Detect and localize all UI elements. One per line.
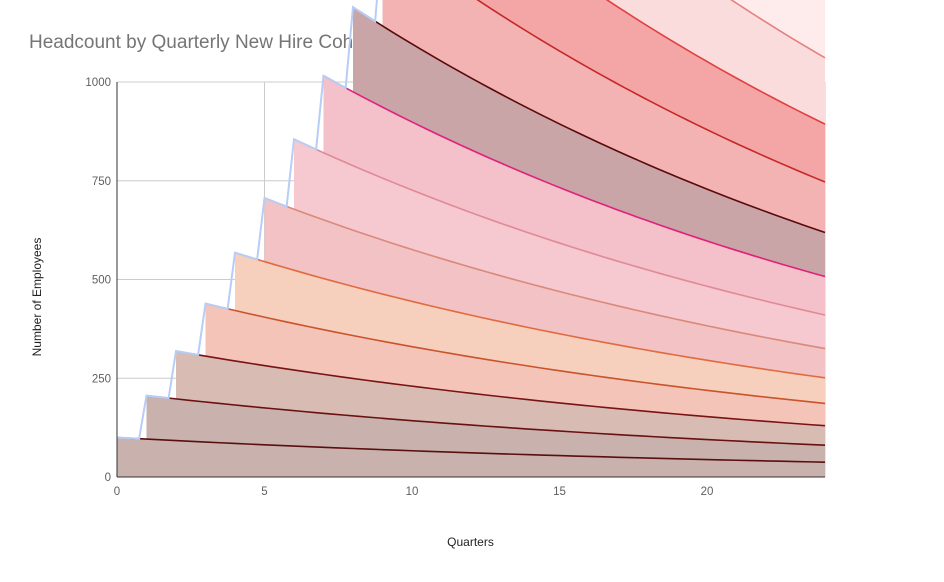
cohort-line: [175, 350, 826, 427]
cohort-line: [323, 75, 826, 278]
cohort-area: [323, 75, 825, 315]
y-tick-label: 1000: [85, 77, 111, 89]
x-axis-label: Quarters: [447, 535, 494, 549]
cohort-area: [382, 0, 825, 233]
chart-title: Headcount by Quarterly New Hire Cohort: [29, 32, 376, 53]
y-axis-label: Number of Employees: [30, 238, 44, 357]
cohort-line: [205, 302, 826, 405]
tick-labels: 0 5 10 15 20 0 250 500 750 1000: [85, 77, 713, 498]
x-tick-label: 5: [261, 486, 267, 498]
x-tick-label: 15: [553, 486, 566, 498]
cohort-line: [234, 251, 826, 379]
x-tick-label: 10: [406, 486, 419, 498]
cohort-line: [293, 138, 826, 316]
cohort-area: [477, 0, 825, 182]
cohort-area: [146, 395, 825, 463]
cohort-line: [146, 394, 826, 446]
y-tick-label: 0: [105, 472, 111, 484]
cohort-line: [264, 197, 826, 350]
y-tick-label: 500: [92, 275, 111, 287]
cohort-lines: [116, 0, 826, 463]
total-headcount-line: [116, 0, 378, 440]
cohort-line: [116, 436, 826, 463]
x-tick-label: 20: [701, 486, 714, 498]
cohort-area: [176, 351, 825, 446]
axes: [116, 82, 825, 478]
y-tick-label: 750: [92, 176, 111, 188]
cohort-area: [607, 0, 825, 125]
x-tick-label: 0: [114, 486, 120, 498]
cohort-areas: [117, 0, 825, 477]
y-tick-label: 250: [92, 373, 111, 385]
cohort-line: [476, 0, 826, 183]
cohort-line: [352, 6, 826, 234]
cohort-area: [353, 7, 825, 277]
cohort-area: [117, 437, 825, 477]
cohort-line: [730, 0, 826, 59]
cohort-line: [605, 0, 826, 125]
